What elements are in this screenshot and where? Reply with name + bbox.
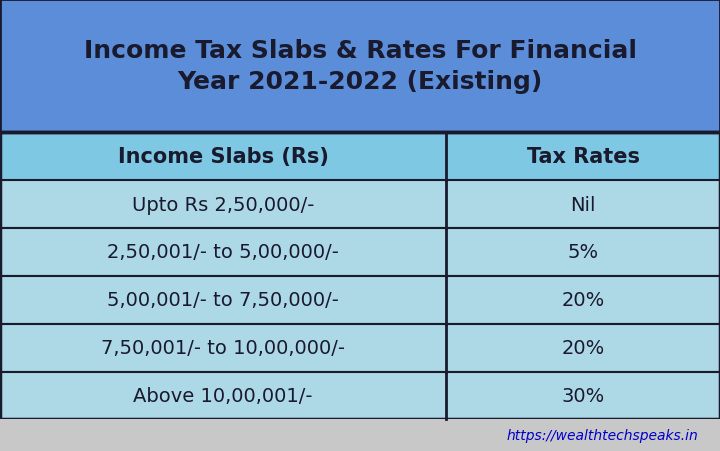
FancyBboxPatch shape xyxy=(0,324,720,372)
Text: Income Tax Slabs & Rates For Financial
Year 2021-2022 (Existing): Income Tax Slabs & Rates For Financial Y… xyxy=(84,39,636,94)
Text: 2,50,001/- to 5,00,000/-: 2,50,001/- to 5,00,000/- xyxy=(107,243,339,262)
Text: 20%: 20% xyxy=(562,338,605,357)
Text: Above 10,00,001/-: Above 10,00,001/- xyxy=(133,386,313,405)
FancyBboxPatch shape xyxy=(0,372,720,419)
Text: Nil: Nil xyxy=(570,195,596,214)
Text: 30%: 30% xyxy=(562,386,605,405)
FancyBboxPatch shape xyxy=(0,0,720,133)
Text: Upto Rs 2,50,000/-: Upto Rs 2,50,000/- xyxy=(132,195,315,214)
Text: Income Slabs (Rs): Income Slabs (Rs) xyxy=(118,147,328,167)
FancyBboxPatch shape xyxy=(0,419,720,451)
FancyBboxPatch shape xyxy=(0,181,720,229)
Text: https://wealthtechspeaks.in: https://wealthtechspeaks.in xyxy=(507,428,698,442)
Text: 20%: 20% xyxy=(562,290,605,309)
Text: 5%: 5% xyxy=(567,243,599,262)
FancyBboxPatch shape xyxy=(0,229,720,276)
Text: 5,00,001/- to 7,50,000/-: 5,00,001/- to 7,50,000/- xyxy=(107,290,339,309)
FancyBboxPatch shape xyxy=(0,276,720,324)
Text: 7,50,001/- to 10,00,000/-: 7,50,001/- to 10,00,000/- xyxy=(102,338,345,357)
FancyBboxPatch shape xyxy=(0,133,720,181)
Text: Tax Rates: Tax Rates xyxy=(527,147,639,167)
